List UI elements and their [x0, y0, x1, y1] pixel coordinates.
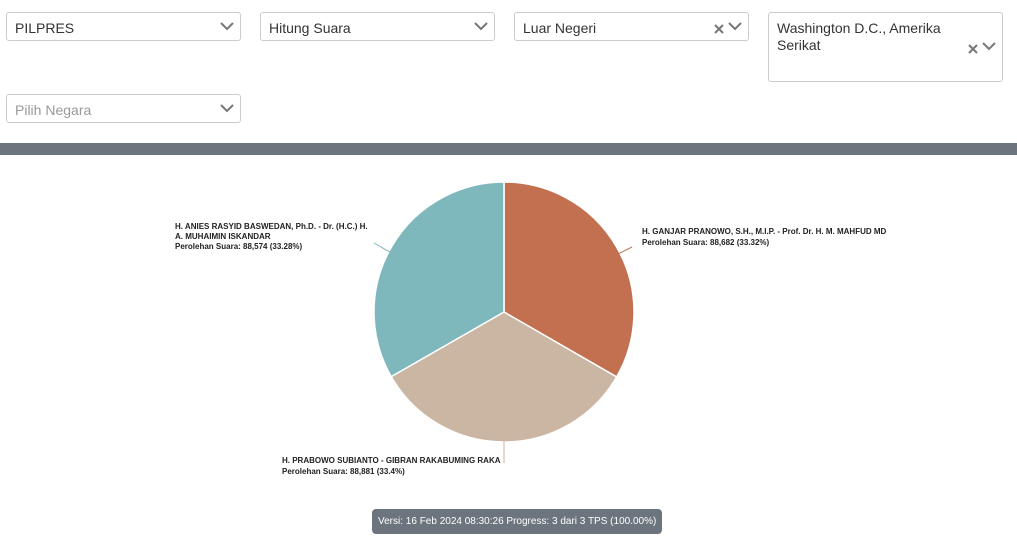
pie-slice-ganjar[interactable]	[503, 181, 635, 378]
prabowo-label-name: H. PRABOWO SUBIANTO - GIBRAN RAKABUMING …	[282, 456, 501, 465]
region-value: Luar Negeri	[523, 20, 597, 36]
section-divider-bar	[0, 143, 1017, 155]
count-mode-select[interactable]: Hitung Suara	[260, 12, 495, 41]
chevron-down-icon	[474, 22, 488, 31]
pie-slice-anies[interactable]	[373, 181, 505, 378]
anies-label-name-1: H. ANIES RASYID BASWEDAN, Ph.D. - Dr. (H…	[175, 222, 368, 231]
prabowo-label-votes: Perolehan Suara: 88,881 (33.4%)	[282, 467, 405, 476]
city-select[interactable]: Washington D.C., Amerika Serikat	[768, 12, 1003, 82]
election-type-value: PILPRES	[15, 20, 75, 36]
anies-label-name-2: A. MUHAIMIN ISKANDAR	[175, 232, 271, 241]
ganjar-label-name: H. GANJAR PRANOWO, S.H., M.I.P. - Prof. …	[642, 227, 887, 236]
count-mode-value: Hitung Suara	[269, 20, 351, 36]
chevron-down-icon	[728, 22, 742, 31]
chevron-down-icon	[220, 104, 234, 113]
country-select[interactable]: Pilih Negara	[6, 94, 241, 123]
election-type-select[interactable]: PILPRES	[6, 12, 241, 41]
region-select[interactable]: Luar Negeri	[514, 12, 749, 41]
ganjar-label-votes: Perolehan Suara: 88,682 (33.32%)	[642, 238, 770, 247]
version-progress-badge: Versi: 16 Feb 2024 08:30:26 Progress: 3 …	[372, 509, 663, 534]
anies-connector	[373, 242, 393, 254]
city-value: Washington D.C., Amerika Serikat	[777, 20, 941, 53]
clear-icon[interactable]	[968, 44, 978, 54]
country-placeholder: Pilih Negara	[15, 102, 92, 118]
anies-label-votes: Perolehan Suara: 88,574 (33.28%)	[175, 242, 303, 251]
chevron-down-icon	[982, 42, 996, 51]
vote-pie-chart: H. GANJAR PRANOWO, S.H., M.I.P. - Prof. …	[175, 181, 887, 476]
clear-icon[interactable]	[714, 24, 724, 34]
ganjar-connector	[615, 246, 633, 259]
chevron-down-icon	[220, 22, 234, 31]
